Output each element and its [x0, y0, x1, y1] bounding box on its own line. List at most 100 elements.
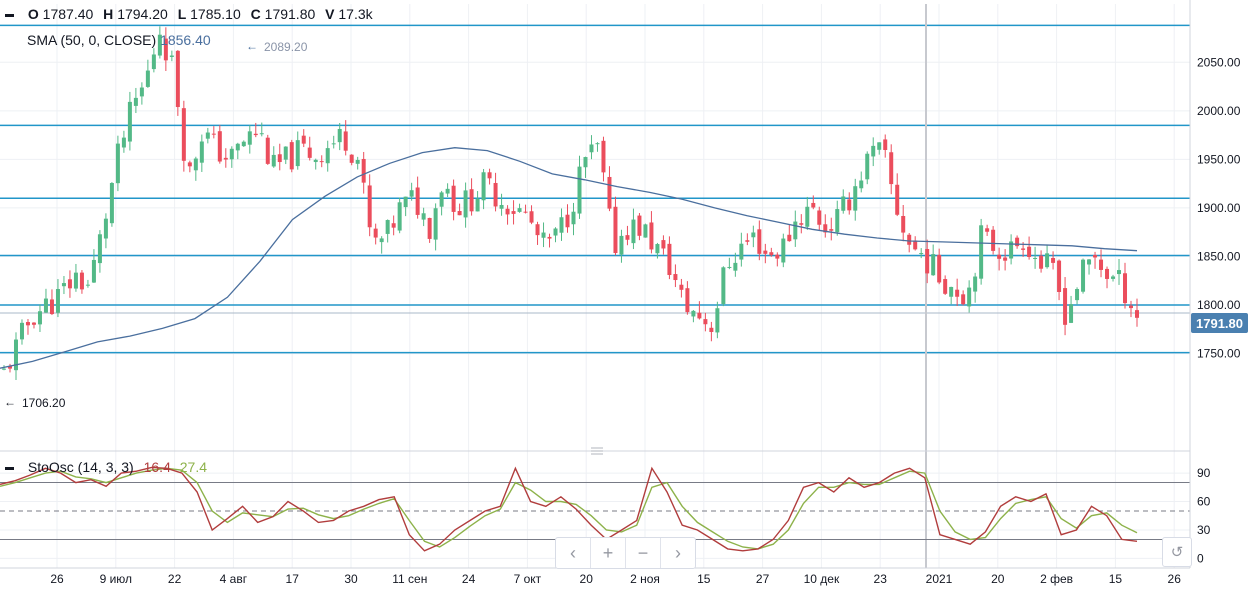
candle-body: [859, 180, 864, 189]
price-axis[interactable]: 1750.00 1800.00 1850.00 1900.00 1950.00 2000.…: [1197, 55, 1241, 360]
candle-body: [85, 284, 90, 286]
scroll-right-button[interactable]: ›: [661, 538, 695, 568]
candles: [2, 26, 1139, 380]
candle-body: [91, 259, 96, 283]
candle-body: [949, 286, 954, 297]
candle-body: [577, 166, 582, 214]
time-tick-label: 22: [168, 572, 182, 586]
zoom-out-button[interactable]: −: [626, 538, 661, 568]
time-tick-label: 27: [756, 572, 770, 586]
stoch-axis[interactable]: 0 30 60 90: [1197, 466, 1211, 565]
candle-body: [547, 236, 552, 239]
candle-body: [133, 97, 138, 106]
candle-body: [271, 154, 276, 167]
candle-body: [1129, 305, 1134, 309]
candle-body: [433, 208, 438, 240]
sma-legend[interactable]: SMA (50, 0, CLOSE) 1856.40: [27, 32, 211, 48]
candle-body: [127, 101, 132, 142]
candle-body: [583, 157, 588, 168]
candle-body: [25, 322, 30, 326]
candle-body: [997, 254, 1002, 259]
candle-body: [361, 158, 366, 183]
candle-body: [595, 143, 600, 145]
candle-body: [889, 152, 894, 185]
candle-body: [61, 283, 66, 287]
candle-body: [919, 253, 924, 255]
candle-body: [211, 133, 216, 135]
collapse-icon[interactable]: [5, 466, 14, 470]
price-tick-label: 1950.00: [1197, 152, 1241, 166]
max-marker-arrow: ←: [246, 39, 258, 53]
handle-icon[interactable]: [591, 447, 603, 455]
candle-body: [763, 250, 768, 254]
candle-body: [979, 225, 984, 279]
candle-body: [871, 145, 876, 157]
candle-body: [19, 322, 24, 340]
candle-body: [853, 186, 858, 211]
candle-body: [667, 243, 672, 275]
candle-body: [79, 272, 84, 290]
candle-body: [523, 211, 528, 213]
candle-body: [1063, 288, 1068, 325]
candle-body: [529, 211, 534, 223]
candle-body: [637, 215, 642, 236]
candle-body: [403, 196, 408, 208]
candle-body: [655, 244, 660, 254]
candle-body: [463, 190, 468, 218]
candle-body: [835, 209, 840, 233]
candle-body: [571, 211, 576, 225]
candle-body: [931, 254, 936, 276]
candle-body: [1027, 246, 1032, 257]
candle-body: [955, 289, 960, 297]
time-tick-label: 15: [1109, 572, 1123, 586]
candle-body: [769, 252, 774, 256]
zoom-in-button[interactable]: +: [591, 538, 626, 568]
reset-chart-button[interactable]: ↺: [1162, 537, 1192, 567]
time-tick-label: 23: [874, 572, 888, 586]
candle-body: [451, 185, 456, 212]
candle-body: [301, 135, 306, 144]
time-axis[interactable]: 26 9 июл 22 4 авг 17 30 11 сен 24 7 окт 20 2 ноя 15…: [50, 572, 1181, 586]
candle-body: [31, 322, 36, 325]
candle-body: [319, 161, 324, 163]
scroll-left-button[interactable]: ‹: [556, 538, 591, 568]
candle-body: [901, 216, 906, 233]
candle-body: [355, 159, 360, 164]
candle-body: [829, 229, 834, 231]
candle-body: [67, 279, 72, 289]
candle-body: [493, 182, 498, 207]
candle-body: [805, 206, 810, 227]
time-tick-label: 24: [462, 572, 476, 586]
candle-body: [625, 235, 630, 240]
candle-body: [253, 133, 258, 136]
candle-body: [247, 131, 252, 145]
candle-body: [109, 183, 114, 224]
candle-body: [307, 147, 312, 158]
candle-body: [643, 224, 648, 238]
candle-body: [1003, 257, 1008, 261]
chart-navigation: ‹ + − ›: [555, 537, 696, 569]
price-tick-label: 2000.00: [1197, 104, 1241, 118]
candle-body: [1087, 259, 1092, 265]
stoch-levels: [0, 482, 1190, 540]
candle-body: [517, 208, 522, 212]
candle-body: [349, 154, 354, 163]
candle-body: [649, 222, 654, 250]
candle-body: [7, 366, 12, 369]
candle-body: [1045, 253, 1050, 268]
candle-body: [739, 243, 744, 260]
candle-body: [487, 172, 492, 179]
time-tick-label: 2 фев: [1040, 572, 1073, 586]
candle-body: [1057, 260, 1062, 293]
time-tick-label: 20: [580, 572, 594, 586]
collapse-icon[interactable]: [5, 13, 14, 17]
last-price-badge: 1791.80: [1191, 313, 1248, 333]
candle-body: [427, 217, 432, 239]
candle-body: [1123, 273, 1128, 304]
time-tick-label: 4 авг: [220, 572, 248, 586]
candle-body: [733, 262, 738, 271]
candle-body: [751, 232, 756, 238]
candle-body: [877, 142, 882, 150]
candle-body: [205, 132, 210, 139]
